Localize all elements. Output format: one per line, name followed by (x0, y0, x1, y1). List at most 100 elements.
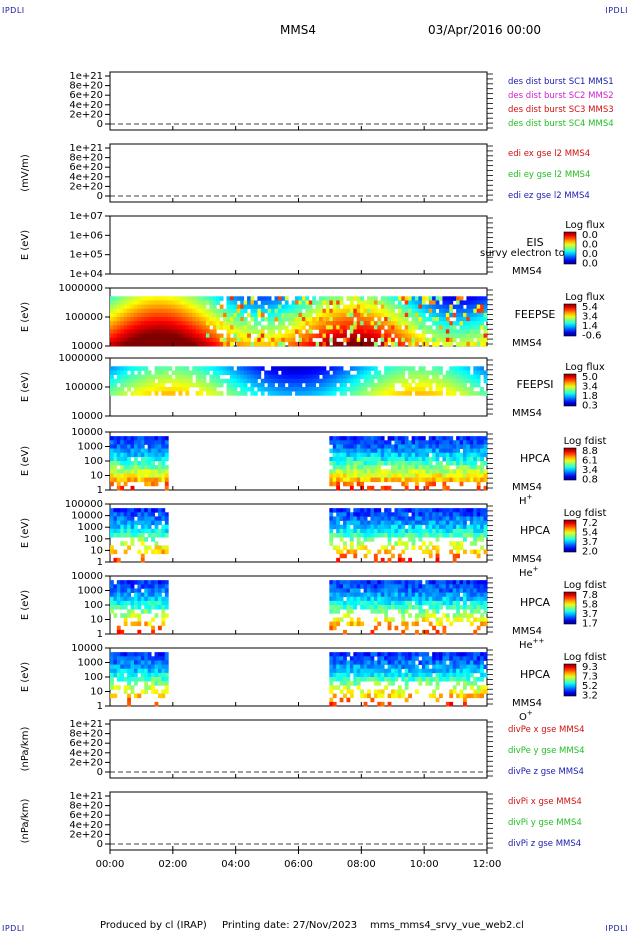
spectrogram-cell (233, 329, 238, 334)
y-tick-label: 4e+20 (69, 748, 103, 759)
spectrogram-cell (147, 300, 152, 305)
colorbar (563, 303, 577, 337)
spectrogram-cell (463, 366, 467, 371)
spectrogram-cell (113, 465, 118, 470)
spectrogram-cell (130, 469, 135, 474)
spectrogram-cell (336, 668, 341, 674)
spectrogram-cell (452, 596, 457, 602)
spectrogram-cell (219, 382, 224, 388)
spectrogram-cell (346, 465, 351, 470)
spectrogram-cell (154, 656, 159, 661)
spectrogram-cell (449, 387, 454, 392)
spectrogram-cell (466, 512, 471, 517)
spectrogram-cell (456, 596, 460, 602)
spectrogram-cell (243, 333, 248, 339)
spectrogram-cell (370, 512, 375, 517)
spectrogram-cell (404, 697, 409, 703)
spectrogram-cell (404, 481, 409, 487)
spectrogram-cell (325, 312, 330, 318)
spectrogram-cell (332, 685, 337, 690)
spectrogram-cell (164, 374, 169, 380)
spectrogram-cell (195, 341, 200, 347)
spectrogram-cell (476, 452, 481, 458)
spectrogram-cell (110, 588, 114, 593)
spectrogram-cell (415, 533, 419, 538)
spectrogram-cell (353, 304, 358, 310)
spectrogram-cell (425, 469, 430, 474)
spectrogram-cell (154, 312, 159, 318)
y-tick-label: 100 (84, 534, 103, 545)
spectrogram-cell (445, 605, 450, 610)
spectrogram-cell (449, 512, 454, 517)
spectrogram-cell (428, 605, 433, 610)
spectrogram-cell (435, 656, 440, 661)
spectrogram-cell (445, 524, 450, 530)
spectrogram-cell (332, 329, 337, 334)
spectrogram-cell (415, 580, 419, 585)
spectrogram-cell (116, 485, 121, 491)
spectrogram-cell (336, 296, 341, 301)
spectrogram-cell (110, 664, 114, 670)
spectrogram-cell (360, 317, 365, 322)
spectrogram-cell (469, 329, 474, 334)
y-tick-label: 10000 (71, 511, 103, 522)
spectrogram-cell (432, 520, 436, 526)
spectrogram-cell (377, 516, 382, 521)
spectrogram-cell (449, 549, 454, 555)
spectrogram-cell (130, 325, 135, 330)
spectrogram-cell (116, 557, 121, 563)
spectrogram-cell (315, 304, 320, 310)
y-tick-label: 2e+20 (69, 109, 103, 120)
spectrogram-cell (164, 481, 169, 487)
spectrogram-cell (329, 378, 334, 384)
spectrogram-cell (229, 374, 234, 380)
spectrogram-cell (133, 660, 138, 665)
spectrogram-cell (301, 341, 306, 347)
spectrogram-cell (257, 341, 262, 347)
spectrogram-cell (175, 296, 179, 301)
spectrogram-cell (476, 605, 481, 610)
spectrogram-cell (480, 366, 484, 371)
spectrogram-cell (445, 304, 450, 310)
spectrogram-cell (408, 452, 412, 458)
spectrogram-cell (168, 333, 173, 339)
spectrogram-cell (483, 685, 488, 690)
spectrogram-cell (216, 378, 221, 384)
spectrogram-cell (373, 312, 378, 318)
spectrogram-cell (408, 580, 412, 585)
spectrogram-cell (161, 304, 166, 310)
spectrogram-cell (120, 677, 125, 682)
spectrogram-cell (339, 596, 344, 602)
spectrogram-cell (391, 524, 395, 530)
spectrogram-cell (253, 329, 258, 334)
spectrogram-cell (439, 333, 443, 339)
spectrogram-cell (387, 317, 392, 322)
spectrogram-cell (298, 391, 303, 396)
spectrogram-cell (171, 304, 176, 310)
spectrogram-cell (140, 469, 145, 474)
spectrogram-cell (466, 588, 471, 593)
spectrogram-cell (260, 300, 265, 305)
spectrogram-cell (411, 660, 416, 665)
spectrogram-cell (456, 516, 460, 521)
spectrogram-cell (377, 524, 382, 530)
spectrogram-cell (181, 337, 186, 343)
spectrogram-cell (120, 317, 125, 322)
spectrogram-cell (123, 592, 128, 598)
spectrogram-cell (130, 296, 135, 301)
spectrogram-cell (264, 317, 269, 322)
spectrogram-cell (445, 477, 450, 483)
spectrogram-cell (428, 382, 433, 388)
spectrogram-cell (466, 440, 471, 445)
spectrogram-cell (404, 685, 409, 690)
spectrogram-cell (363, 677, 368, 682)
spectrogram-cell (164, 444, 169, 449)
spectrogram-cell (415, 512, 419, 517)
spectrogram-cell (116, 664, 121, 670)
spectrogram-cell (120, 444, 125, 449)
spectrogram-cell (253, 317, 258, 322)
spectrogram-cell (463, 677, 467, 682)
spectrogram-cell (298, 312, 303, 318)
spectrogram-cell (110, 584, 114, 589)
spectrogram-cell (401, 652, 406, 657)
